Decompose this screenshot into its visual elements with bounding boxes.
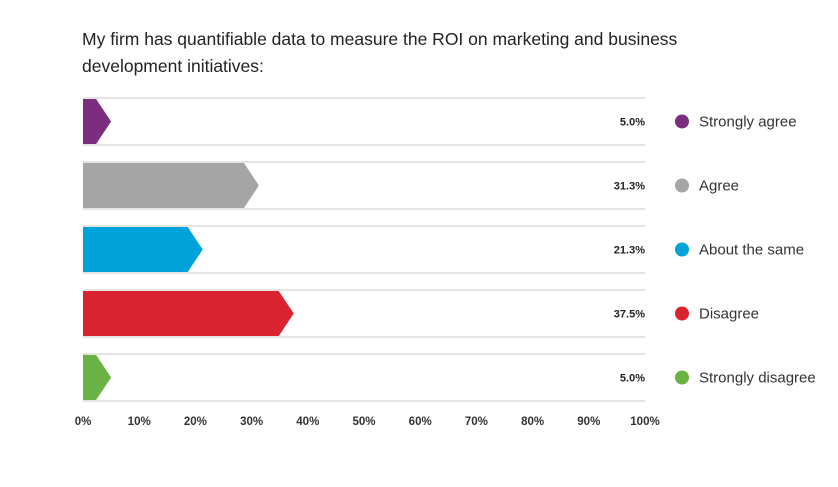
- legend-label: Disagree: [699, 306, 759, 323]
- legend-marker: [675, 242, 689, 257]
- x-tick-label: 0%: [75, 416, 92, 428]
- bar-strongly-agree: [83, 99, 112, 144]
- bar-value-label: 21.3%: [614, 245, 645, 257]
- bar-agree: [83, 163, 259, 208]
- x-tick-label: 80%: [521, 416, 544, 428]
- legend-label: About the same: [699, 242, 804, 259]
- x-tick-label: 20%: [184, 416, 207, 428]
- bar-value-label: 31.3%: [614, 181, 645, 193]
- legend-label: Strongly agree: [699, 114, 797, 131]
- legend-marker: [675, 178, 689, 193]
- x-tick-label: 60%: [409, 416, 432, 428]
- x-tick-label: 40%: [296, 416, 319, 428]
- chart-title: My firm has quantifiable data to measure…: [82, 29, 678, 76]
- x-tick-label: 90%: [577, 416, 600, 428]
- x-tick-label: 100%: [630, 416, 659, 428]
- legend-marker: [675, 370, 689, 385]
- legend-marker: [675, 114, 689, 129]
- bar-value-label: 5.0%: [620, 373, 645, 385]
- bar-disagree: [83, 291, 294, 336]
- bar-value-label: 37.5%: [614, 309, 645, 321]
- bar-about-the-same: [83, 227, 203, 272]
- x-tick-label: 10%: [128, 416, 151, 428]
- legend-label: Agree: [699, 178, 739, 195]
- bar-strongly-disagree: [83, 355, 112, 400]
- x-tick-label: 30%: [240, 416, 263, 428]
- legend-label: Strongly disagree: [699, 370, 816, 387]
- legend-marker: [675, 306, 689, 321]
- x-tick-label: 50%: [352, 416, 375, 428]
- bar-value-label: 5.0%: [620, 117, 645, 129]
- x-tick-label: 70%: [465, 416, 488, 428]
